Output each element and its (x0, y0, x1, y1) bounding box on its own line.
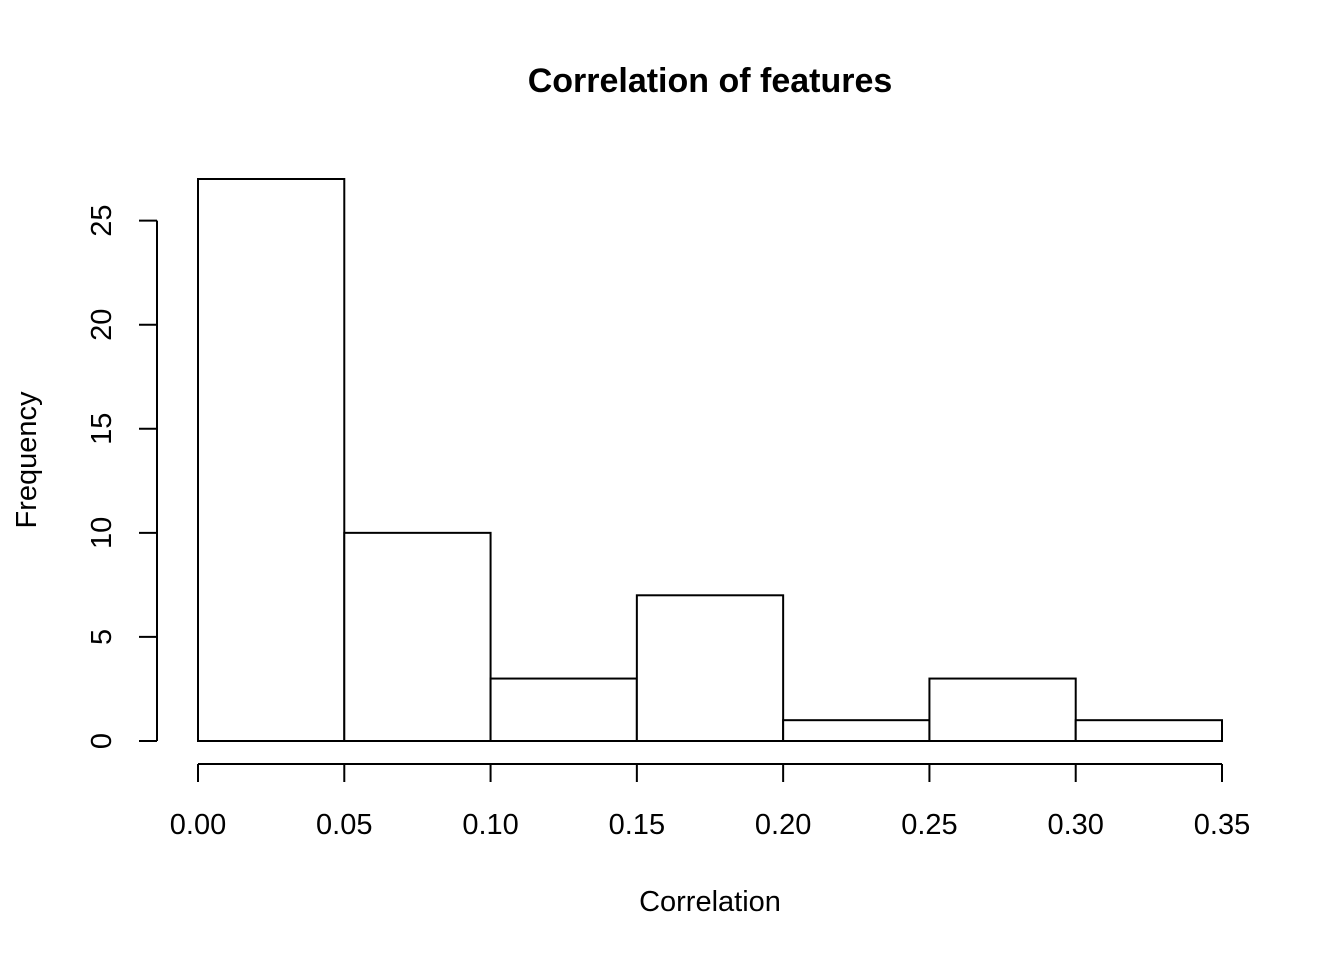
y-tick-label-3: 15 (86, 413, 118, 445)
y-tick-label-4: 20 (86, 309, 118, 341)
histogram-bar-2 (489, 677, 638, 742)
x-tick-label-1: 0.05 (316, 809, 372, 841)
x-axis: 0.00 0.05 0.10 0.15 0.20 0.25 0.30 0.35 (170, 763, 1250, 841)
y-axis: 0 5 10 15 20 25 (86, 204, 158, 749)
histogram-bar-6 (1074, 719, 1223, 742)
histogram-bar-1 (343, 531, 492, 743)
histogram-bars (197, 178, 1223, 743)
histogram-bar-5 (928, 677, 1077, 742)
x-tick-label-4: 0.20 (755, 809, 811, 841)
x-tick-label-2: 0.10 (462, 809, 518, 841)
chart-title: Correlation of features (528, 62, 893, 100)
x-tick-label-7: 0.35 (1194, 809, 1250, 841)
histogram-bar-0 (197, 178, 346, 742)
x-tick-label-5: 0.25 (901, 809, 957, 841)
x-axis-label: Correlation (639, 886, 781, 918)
x-tick-label-3: 0.15 (609, 809, 665, 841)
histogram-bar-3 (635, 594, 785, 743)
x-tick-label-0: 0.00 (170, 809, 226, 841)
y-tick-label-5: 25 (86, 204, 118, 236)
y-tick-label-1: 5 (86, 629, 118, 645)
x-tick-label-6: 0.30 (1047, 809, 1103, 841)
y-tick-label-2: 10 (86, 517, 118, 549)
y-axis-label: Frequency (11, 391, 43, 529)
histogram-bar-4 (782, 719, 931, 742)
y-tick-label-0: 0 (86, 733, 118, 749)
